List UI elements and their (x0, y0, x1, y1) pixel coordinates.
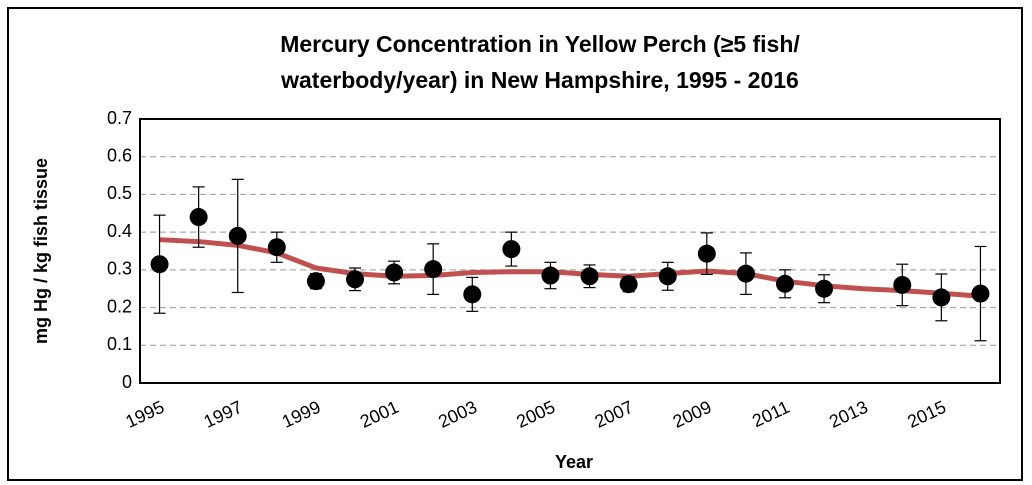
data-point (697, 244, 716, 263)
data-point (424, 260, 443, 279)
x-axis-title: Year (555, 452, 593, 472)
y-tick-label: 0.6 (107, 145, 132, 165)
y-tick-label: 0.3 (107, 259, 132, 279)
data-point (189, 208, 208, 227)
data-point (463, 285, 482, 304)
chart-title: waterbody/year) in New Hampshire, 1995 -… (280, 67, 799, 93)
chart-title: Mercury Concentration in Yellow Perch (≥… (280, 31, 800, 57)
data-point (932, 288, 951, 307)
data-point (658, 267, 677, 286)
data-point (619, 275, 638, 294)
y-tick-label: 0.2 (107, 296, 132, 316)
y-tick-label: 0.7 (107, 108, 132, 128)
y-tick-label: 0.1 (107, 334, 132, 354)
data-point (541, 266, 560, 285)
y-tick-label: 0 (122, 372, 132, 392)
trend-line (159, 237, 981, 299)
data-point (150, 255, 169, 274)
data-point (736, 264, 755, 283)
data-point (306, 272, 325, 291)
data-point (267, 238, 286, 257)
y-tick-label: 0.5 (107, 183, 132, 203)
data-point (580, 267, 599, 286)
data-point (228, 226, 247, 245)
data-point (815, 279, 834, 298)
data-point (346, 270, 364, 289)
y-axis-title: mg Hg / kg fish tissue (31, 158, 51, 344)
data-point (776, 274, 794, 293)
data-point (385, 263, 404, 282)
data-point (971, 284, 990, 303)
data-point (893, 275, 912, 294)
data-point (502, 240, 521, 259)
plot-area (139, 118, 1001, 384)
y-tick-label: 0.4 (107, 221, 132, 241)
